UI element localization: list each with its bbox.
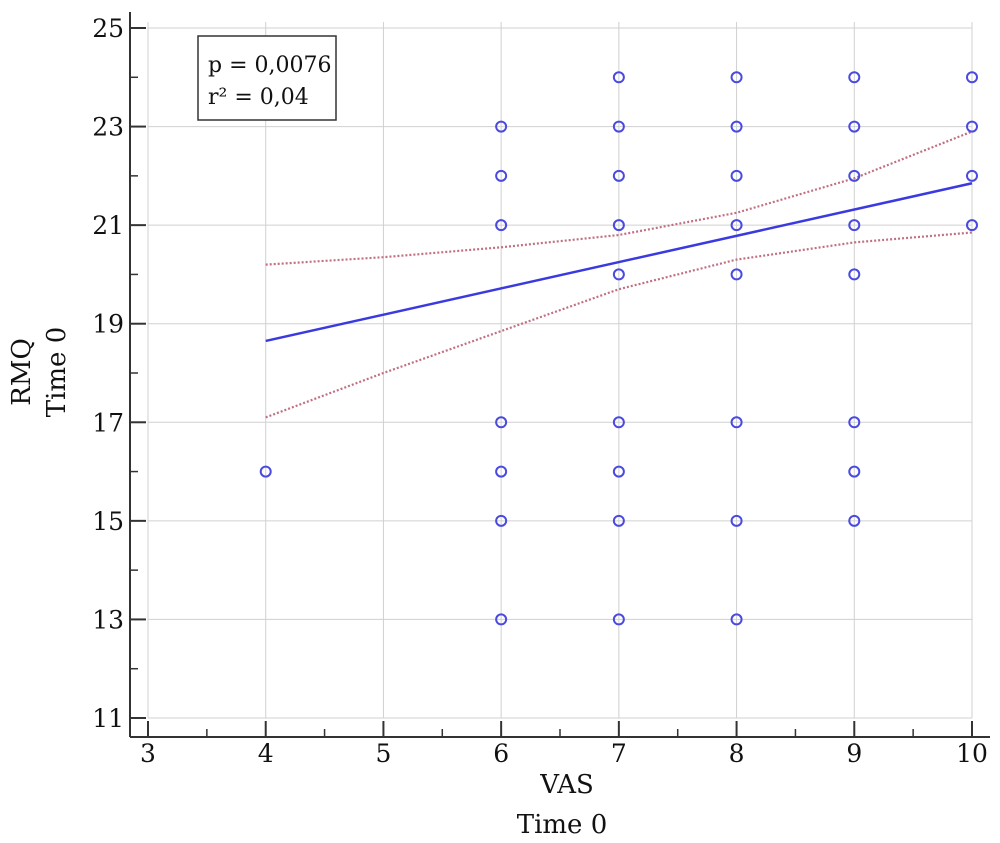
x-tick-label: 10	[956, 739, 988, 768]
data-point	[966, 219, 978, 232]
x-axis-title-line1: VAS	[539, 770, 594, 800]
ci-lower-line	[265, 231, 973, 419]
y-tick-label: 15	[92, 507, 124, 536]
y-axis-title-line2: Time 0	[42, 327, 72, 418]
y-tick-label: 13	[92, 605, 124, 634]
data-point	[848, 514, 861, 527]
regression-fit	[265, 182, 973, 343]
x-tick-label: 3	[140, 739, 156, 768]
data-point	[495, 613, 508, 626]
data-point	[848, 120, 861, 133]
y-tick-label: 17	[92, 408, 124, 437]
data-point	[966, 120, 978, 133]
data-point	[730, 219, 743, 232]
data-point	[848, 71, 861, 84]
y-tick-label: 19	[92, 310, 124, 339]
regression-line	[265, 182, 973, 343]
data-point	[966, 169, 978, 182]
x-tick-label: 8	[729, 739, 745, 768]
y-tick-label: 11	[92, 704, 124, 733]
data-point	[495, 219, 508, 232]
ci-upper-line	[265, 130, 973, 266]
statistics-box: p = 0,0076 r² = 0,04	[197, 35, 337, 121]
p-value-label: p = 0,0076	[208, 53, 331, 78]
data-point	[730, 514, 743, 527]
data-point	[848, 268, 861, 281]
data-point	[612, 416, 625, 429]
data-point	[730, 120, 743, 133]
y-tick-label: 25	[92, 14, 124, 43]
y-axis-title-line1: RMQ	[7, 338, 37, 406]
x-tick-label: 6	[493, 739, 509, 768]
data-point	[612, 169, 625, 182]
data-point	[495, 120, 508, 133]
data-point	[966, 71, 978, 84]
data-point	[730, 169, 743, 182]
data-points	[259, 71, 978, 626]
y-tick-label: 23	[92, 113, 124, 142]
tick-labels: 11 13 15 17 19 21 23 25 3 4 5 6 7 8 9 10	[92, 14, 988, 768]
data-point	[848, 169, 861, 182]
data-point	[730, 71, 743, 84]
data-point	[612, 465, 625, 478]
data-point	[495, 169, 508, 182]
data-point	[730, 416, 743, 429]
data-point	[612, 219, 625, 232]
data-point	[612, 71, 625, 84]
data-point	[848, 219, 861, 232]
data-point	[495, 416, 508, 429]
data-point	[612, 514, 625, 527]
statistics-box-frame	[197, 35, 337, 121]
x-tick-label: 9	[846, 739, 862, 768]
y-tick-label: 21	[92, 211, 124, 240]
x-tick-label: 7	[611, 739, 627, 768]
data-point	[495, 514, 508, 527]
data-point	[730, 268, 743, 281]
data-point	[612, 268, 625, 281]
data-point	[612, 613, 625, 626]
data-point	[730, 613, 743, 626]
data-point	[612, 120, 625, 133]
x-tick-label: 4	[258, 739, 274, 768]
x-axis-title-line2: Time 0	[517, 810, 608, 840]
x-tick-label: 5	[375, 739, 391, 768]
data-point	[848, 416, 861, 429]
grid	[147, 22, 973, 719]
data-point	[259, 465, 272, 478]
data-point	[495, 465, 508, 478]
data-point	[848, 465, 861, 478]
r-squared-label: r² = 0,04	[208, 85, 309, 110]
confidence-band	[265, 130, 973, 419]
